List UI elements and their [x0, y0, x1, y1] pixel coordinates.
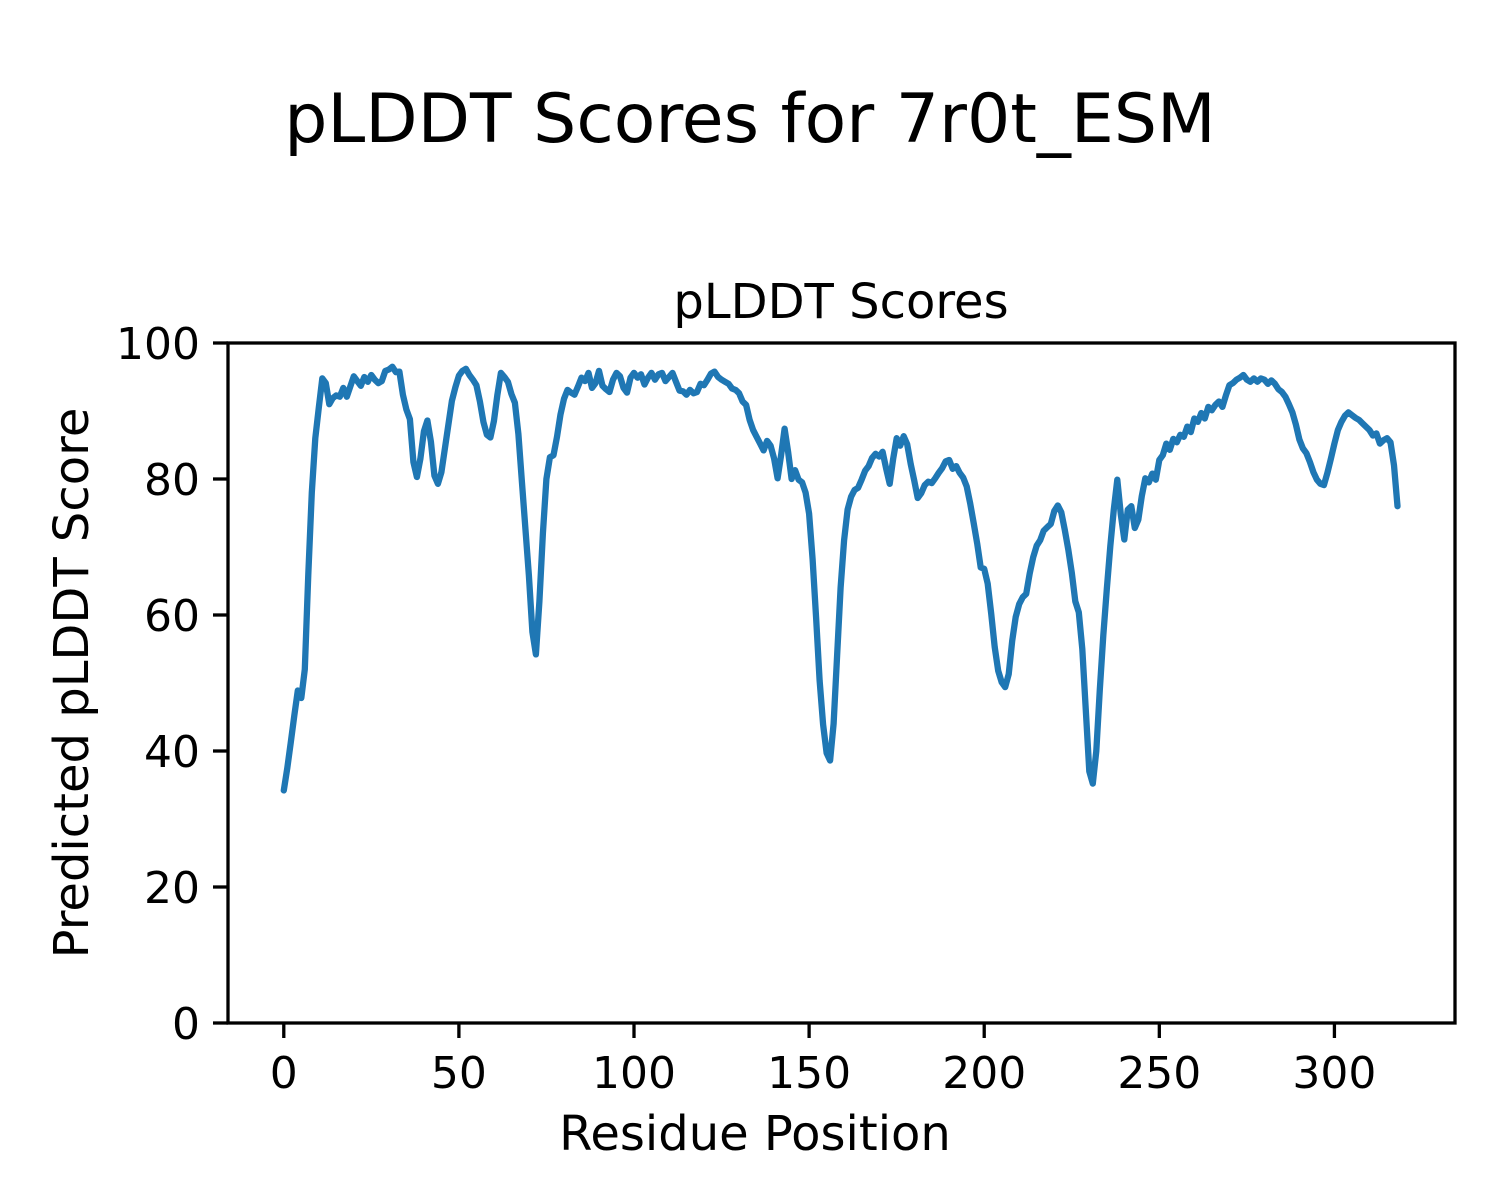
y-tick-label: 80 [144, 455, 200, 506]
x-tick-label: 0 [270, 1048, 298, 1099]
plddt-line [280, 363, 1401, 794]
plot-area: 0 50 100 150 200 250 300 0 20 40 60 80 100 [116, 319, 1457, 1099]
y-axis-label: Predicted pLDDT Score [44, 408, 100, 959]
axes-spines [226, 341, 1457, 1025]
x-tick-label: 200 [942, 1048, 1026, 1099]
x-tick-label: 150 [767, 1048, 851, 1099]
y-tick-label: 100 [116, 319, 200, 370]
x-tick-label: 50 [431, 1048, 487, 1099]
x-tick-label: 300 [1292, 1048, 1376, 1099]
y-tick-label: 20 [144, 863, 200, 914]
y-tick-label: 60 [144, 591, 200, 642]
y-tick-label: 40 [144, 727, 200, 778]
x-tick-label: 100 [592, 1048, 676, 1099]
x-tick-label: 250 [1117, 1048, 1201, 1099]
x-axis-label: Residue Position [559, 1106, 951, 1162]
figure-title: pLDDT Scores for 7r0t_ESM [284, 80, 1215, 159]
axes-title: pLDDT Scores [673, 274, 1008, 330]
y-tick-label: 0 [172, 999, 200, 1050]
